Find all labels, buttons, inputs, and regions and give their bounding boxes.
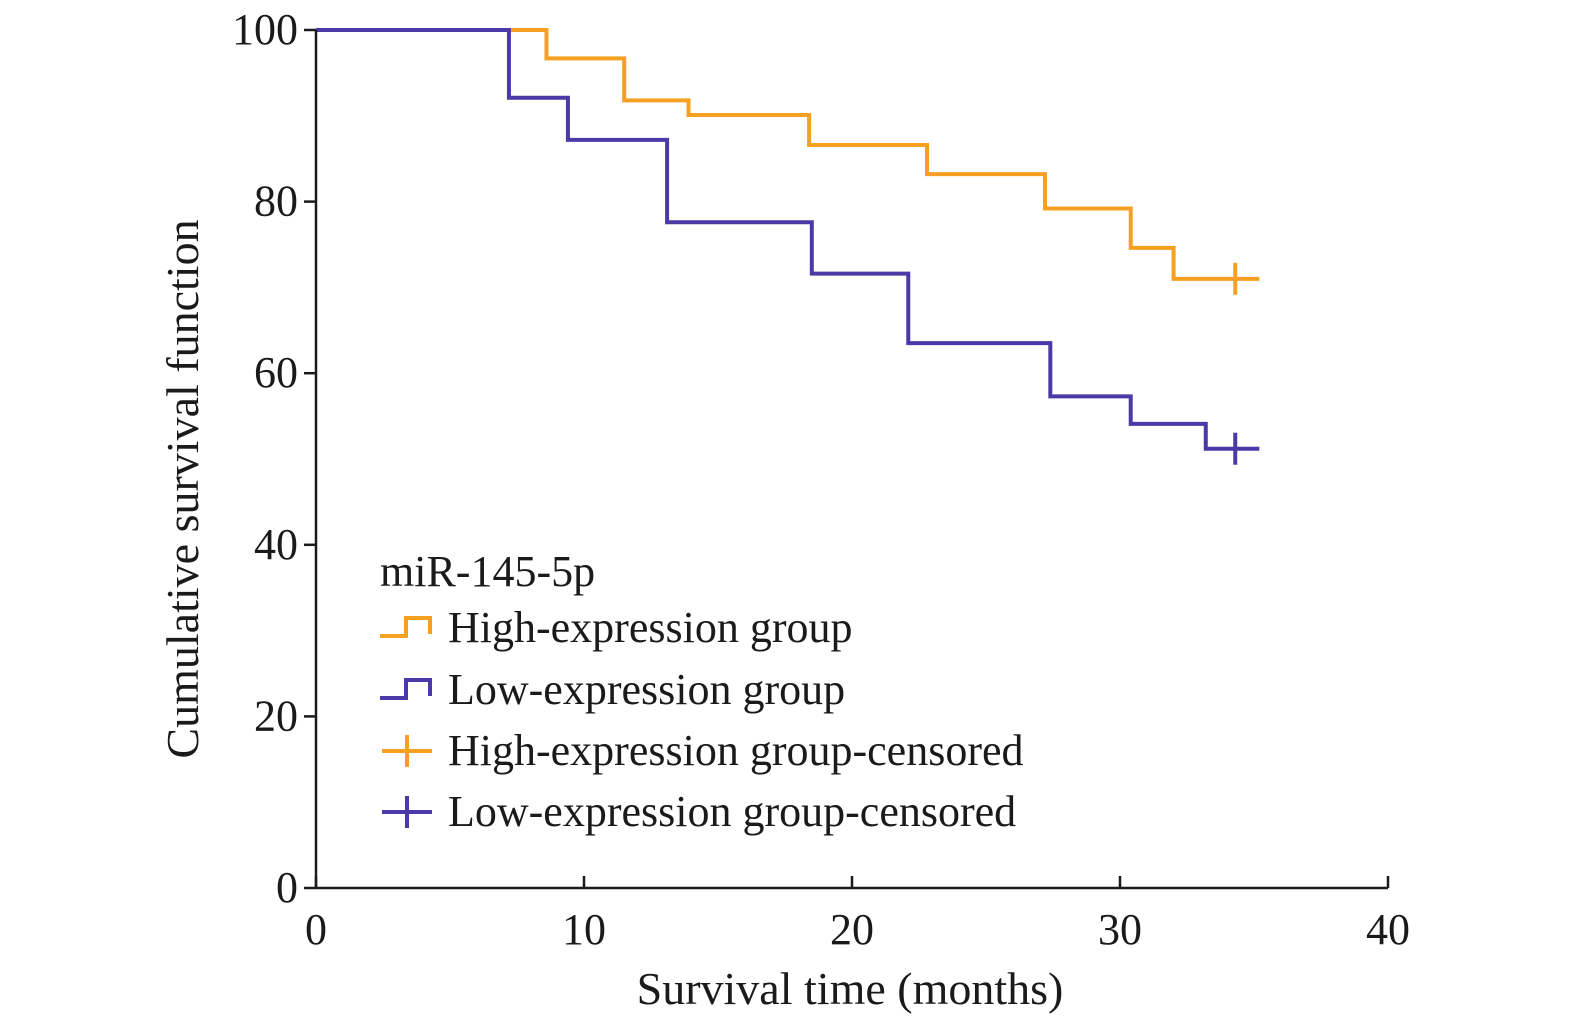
x-tick-label: 0 <box>305 905 327 954</box>
y-tick-label: 100 <box>232 5 298 54</box>
x-tick-label: 30 <box>1098 905 1142 954</box>
y-axis-label: Cumulative survival function <box>157 219 208 758</box>
legend-title: miR-145-5p <box>380 547 595 596</box>
x-axis-label: Survival time (months) <box>637 963 1064 1014</box>
x-tick-label: 40 <box>1366 905 1410 954</box>
legend-entry-label: Low-expression group <box>448 665 845 714</box>
x-tick-label: 10 <box>562 905 606 954</box>
legend-step-symbol <box>380 616 432 638</box>
y-tick-label: 20 <box>254 691 298 740</box>
y-tick-label: 60 <box>254 348 298 397</box>
x-tick-label: 20 <box>830 905 874 954</box>
y-tick-label: 0 <box>276 863 298 912</box>
legend-entry-label: Low-expression group-censored <box>448 787 1016 836</box>
legend-entry-label: High-expression group <box>448 603 853 652</box>
series-0-curve <box>316 28 1260 281</box>
y-tick-label: 80 <box>254 177 298 226</box>
plot-area <box>316 28 1260 465</box>
legend-entry-label: High-expression group-censored <box>448 726 1024 775</box>
legend: miR-145-5p High-expression group Low-expre… <box>380 547 1024 836</box>
series-1-curve <box>316 28 1260 451</box>
axes: 0 20 40 60 80 100 0 10 20 30 40 Survival time (mont… <box>157 5 1410 1014</box>
y-tick-label: 40 <box>254 520 298 569</box>
legend-step-symbol <box>380 678 432 700</box>
